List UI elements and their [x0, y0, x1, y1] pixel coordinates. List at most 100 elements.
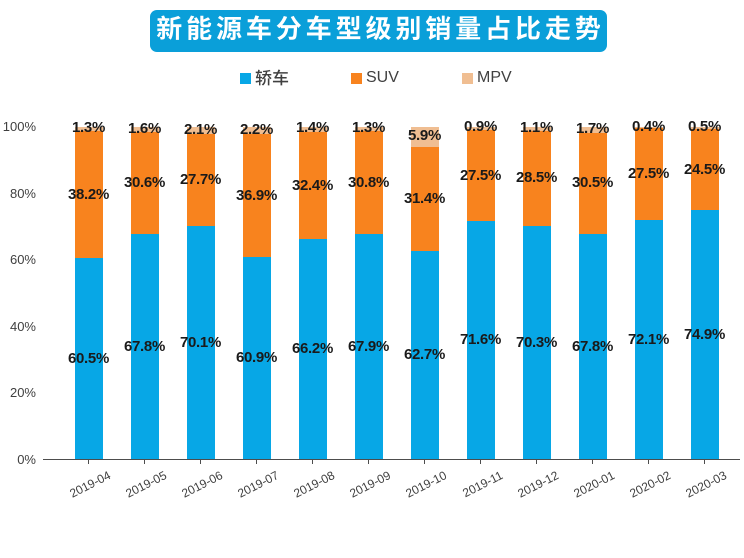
- legend-label: MPV: [477, 69, 512, 86]
- x-tick-label: 2020-03: [683, 468, 730, 501]
- x-tick-label: 2019-07: [235, 468, 282, 501]
- bar-value-label: 38.2%: [67, 185, 110, 203]
- bar-segment-MPV-2019-04: [74, 127, 103, 132]
- bar-segment-SUV-2020-01: [578, 132, 607, 235]
- bar-value-label: 1.3%: [72, 119, 105, 137]
- x-axis-line: [43, 458, 740, 461]
- x-tick-label: 2019-04: [67, 468, 114, 501]
- legend-label: SUV: [366, 69, 399, 86]
- bar-value-label: 60.5%: [67, 349, 110, 367]
- x-tick-mark: [704, 460, 705, 464]
- x-tick-mark: [536, 460, 537, 464]
- x-tick-mark: [144, 460, 145, 464]
- bar-value-label: 0.9%: [464, 118, 497, 136]
- bar-value-label: 1.7%: [576, 119, 609, 137]
- chart-title: [156, 15, 601, 41]
- x-tick-label: 2019-11: [460, 468, 506, 501]
- x-tick-label: 2020-01: [571, 468, 618, 501]
- bar-segment-轿车-2019-06: [186, 226, 215, 460]
- bar-segment-MPV-2019-09: [354, 127, 383, 132]
- chart-legend: SUV MPV: [0, 69, 744, 89]
- x-tick-label: 2019-10: [403, 468, 450, 501]
- bar-segment-SUV-2019-11: [466, 129, 495, 222]
- bar-segment-MPV-2019-10: [410, 127, 439, 147]
- bar-segment-MPV-2019-07: [242, 127, 271, 135]
- bar-value-label: 28.5%: [515, 169, 558, 187]
- bar-value-label: 27.7%: [179, 171, 222, 189]
- x-tick-mark: [312, 460, 313, 464]
- bar-segment-SUV-2019-08: [298, 131, 327, 240]
- bar-segment-轿车-2019-08: [298, 239, 327, 460]
- bar-value-label: 1.1%: [520, 119, 553, 137]
- bar-value-label: 0.5%: [688, 118, 721, 136]
- bar-value-label: 67.8%: [123, 337, 166, 355]
- bar-segment-轿车-2020-03: [690, 210, 719, 460]
- x-tick-mark: [480, 460, 481, 464]
- x-tick-mark: [368, 460, 369, 464]
- bar-value-label: 1.4%: [296, 119, 329, 137]
- bar-value-label: 74.9%: [683, 325, 726, 343]
- bar-segment-SUV-2019-05: [130, 132, 159, 235]
- bar-segment-MPV-2019-11: [466, 127, 495, 130]
- bar-value-label: 32.4%: [291, 176, 334, 194]
- bar-segment-MPV-2019-06: [186, 127, 215, 135]
- y-tick-label: 20%: [9, 385, 36, 400]
- bar-value-label: 66.2%: [291, 340, 334, 358]
- bar-value-label: 72.1%: [627, 330, 670, 348]
- bar-value-label: 36.9%: [235, 186, 278, 204]
- bar-value-label: 30.8%: [347, 173, 390, 191]
- bar-segment-MPV-2020-01: [578, 127, 607, 133]
- x-tick-mark: [424, 460, 425, 464]
- legend-swatch-icon: [351, 73, 362, 84]
- bar-value-label: 30.6%: [123, 174, 166, 192]
- x-tick-mark: [256, 460, 257, 464]
- x-tick-label: 2019-06: [179, 468, 226, 501]
- bar-segment-MPV-2019-12: [522, 127, 551, 131]
- bar-value-label: 24.5%: [683, 160, 726, 178]
- y-tick-label: 40%: [9, 318, 36, 334]
- bar-segment-轿车-2020-02: [634, 219, 663, 460]
- x-tick-mark: [592, 460, 593, 464]
- bar-segment-轿车-2020-01: [578, 234, 607, 460]
- bar-value-label: 2.2%: [240, 120, 273, 138]
- x-tick-label: 2019-08: [291, 468, 338, 501]
- bar-segment-SUV-2019-09: [354, 131, 383, 234]
- bar-segment-MPV-2019-05: [130, 127, 159, 133]
- legend-label: [255, 69, 289, 86]
- y-tick-label: 60%: [9, 252, 36, 267]
- bar-segment-SUV-2019-06: [186, 134, 215, 227]
- legend-swatch-icon: [240, 73, 251, 84]
- bar-segment-轿车-2019-12: [522, 225, 551, 460]
- bar-segment-SUV-2020-02: [634, 128, 663, 220]
- bar-value-label: 60.9%: [235, 349, 278, 367]
- bar-value-label: 1.6%: [128, 119, 161, 137]
- y-tick-label: 80%: [9, 185, 36, 201]
- bar-value-label: 2.1%: [184, 120, 217, 138]
- x-tick-mark: [648, 460, 649, 464]
- bar-segment-轿车-2019-11: [466, 221, 495, 460]
- bar-segment-MPV-2020-02: [634, 127, 663, 129]
- y-tick-label: 100%: [2, 119, 36, 134]
- x-tick-label: 2019-05: [123, 468, 170, 501]
- bar-segment-MPV-2019-08: [298, 127, 327, 132]
- bar-value-label: 31.4%: [403, 189, 446, 207]
- x-tick-mark: [88, 460, 89, 464]
- bar-value-label: 62.7%: [403, 346, 446, 364]
- bar-value-label: 27.5%: [459, 166, 502, 184]
- y-tick-label: 0%: [17, 451, 36, 467]
- bar-value-label: 5.9%: [408, 126, 441, 144]
- bar-value-label: 67.8%: [571, 337, 614, 355]
- bar-value-label: 0.4%: [632, 117, 665, 135]
- bar-value-label: 70.3%: [515, 333, 558, 351]
- bar-segment-轿车-2019-07: [242, 257, 271, 460]
- bar-segment-SUV-2019-07: [242, 134, 271, 257]
- bar-segment-轿车-2019-05: [130, 234, 159, 460]
- bar-segment-轿车-2019-10: [410, 251, 439, 460]
- bar-value-label: 27.5%: [627, 165, 670, 183]
- bar-segment-轿车-2019-04: [74, 258, 103, 460]
- x-tick-label: 2019-12: [515, 468, 562, 501]
- bar-segment-SUV-2019-10: [410, 146, 439, 251]
- legend-swatch-icon: [462, 73, 473, 84]
- bar-segment-SUV-2020-03: [690, 128, 719, 211]
